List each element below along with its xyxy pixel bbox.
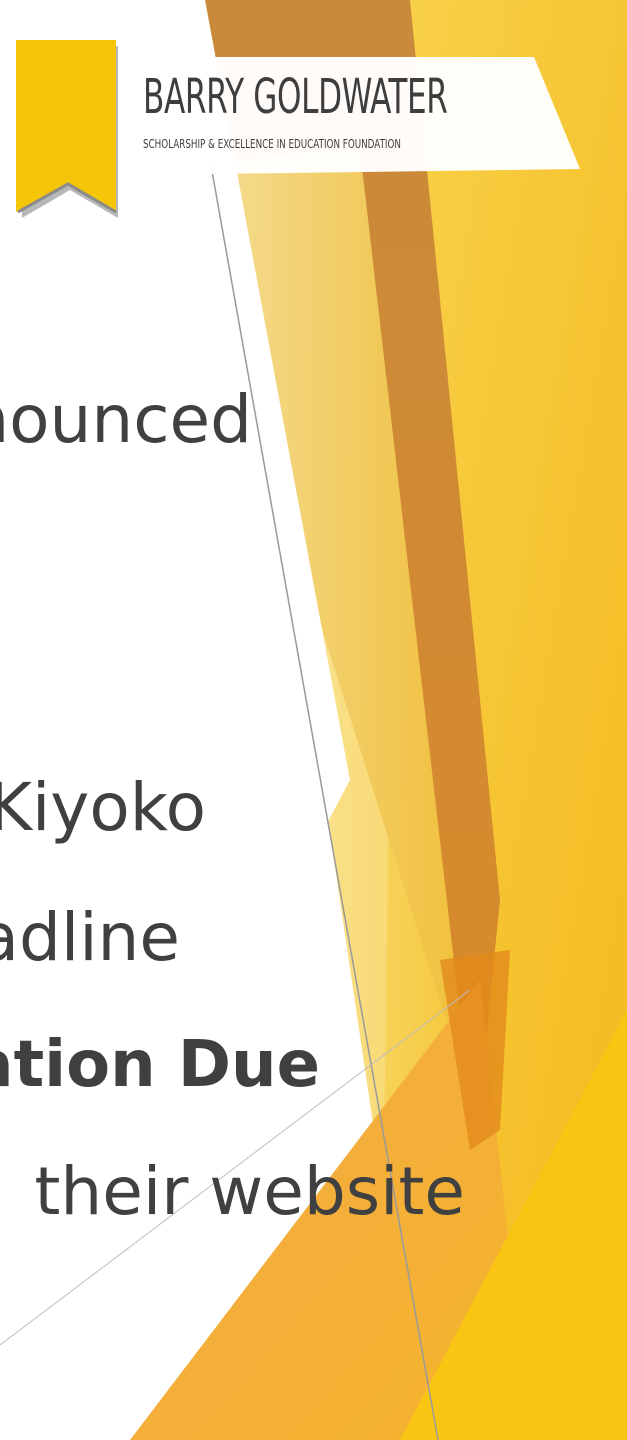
body-line-4: ation Due bbox=[0, 1028, 320, 1102]
logo-title: BARRY GOLDWATER bbox=[143, 69, 448, 125]
body-line-5: their website bbox=[34, 1153, 465, 1230]
body-line-2: Kiyoko bbox=[0, 769, 206, 846]
logo-plaque bbox=[118, 57, 580, 175]
body-line-1: nounced bbox=[0, 381, 252, 458]
body-line-3: adline bbox=[0, 899, 180, 976]
ribbon-bookmark-icon bbox=[16, 40, 118, 218]
logo-subtitle: SCHOLARSHIP & EXCELLENCE IN EDUCATION FO… bbox=[143, 137, 401, 151]
